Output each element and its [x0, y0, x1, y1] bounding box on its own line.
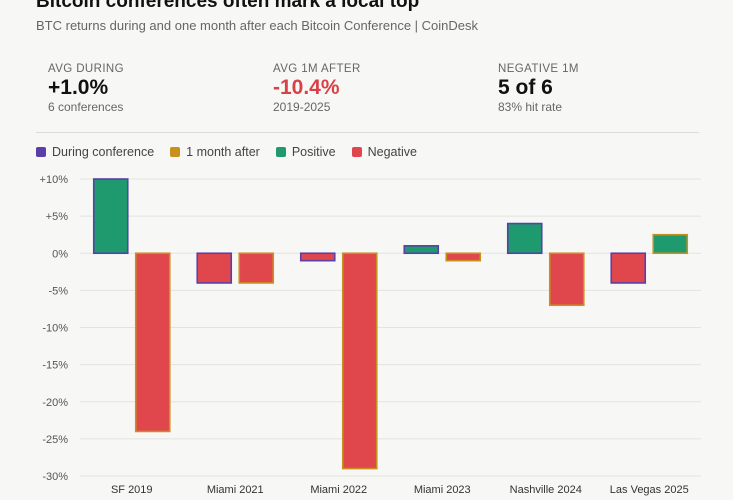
- header-divider: [36, 132, 699, 133]
- y-tick-label: -20%: [42, 397, 68, 409]
- stat-value: -10.4%: [273, 76, 340, 99]
- legend-label-negative: Negative: [367, 145, 417, 159]
- x-tick-label: Nashville 2024: [510, 484, 582, 496]
- legend-swatch-positive: [275, 147, 286, 157]
- legend-label-during: During conference: [52, 145, 155, 159]
- bar-after: [548, 252, 585, 307]
- chart-legend: During conference 1 month after Positive…: [36, 145, 433, 159]
- y-tick-label: +5%: [46, 211, 69, 223]
- chart-subtitle: BTC returns during and one month after e…: [36, 18, 478, 33]
- bar-after: [341, 252, 378, 470]
- bar-during: [299, 252, 336, 262]
- bar-during: [92, 178, 129, 255]
- legend-item-negative: Negative: [351, 145, 417, 159]
- x-tick-label: Miami 2023: [414, 484, 471, 496]
- legend-swatch-during: [36, 147, 46, 157]
- legend-item-positive: Positive: [275, 145, 336, 159]
- y-tick-label: +10%: [40, 174, 69, 186]
- stat-avg-during: AVG DURING +1.0% 6 conferences: [48, 63, 124, 114]
- stat-value: 5 of 6: [498, 76, 553, 99]
- bar-after: [445, 252, 482, 262]
- chart-title: Bitcoin conferences often mark a local t…: [36, 0, 420, 12]
- y-tick-label: -10%: [42, 323, 68, 335]
- y-tick-label: -25%: [42, 434, 68, 446]
- stat-avg-after: AVG 1M AFTER -10.4% 2019-2025: [273, 63, 361, 114]
- bar-during: [403, 245, 440, 255]
- x-tick-label: Miami 2021: [207, 484, 264, 496]
- stat-sub: 2019-2025: [273, 100, 331, 114]
- y-tick-label: -30%: [42, 471, 68, 483]
- x-tick-label: Las Vegas 2025: [610, 484, 689, 496]
- x-tick-label: SF 2019: [111, 484, 153, 496]
- x-tick-label: Miami 2022: [310, 484, 367, 496]
- bar-after: [134, 252, 171, 433]
- y-tick-label: 0%: [52, 248, 68, 260]
- stat-label: AVG DURING: [48, 63, 124, 75]
- y-tick-label: -15%: [42, 360, 68, 372]
- stat-negative-1m: NEGATIVE 1M 5 of 6 83% hit rate: [498, 63, 579, 114]
- legend-item-after: 1 month after: [170, 145, 260, 159]
- y-tick-label: -5%: [48, 285, 68, 297]
- legend-label-positive: Positive: [291, 145, 336, 159]
- stat-value: +1.0%: [48, 76, 109, 99]
- legend-label-after: 1 month after: [186, 145, 260, 159]
- bar-after: [652, 233, 689, 255]
- bar-during: [610, 252, 647, 284]
- stat-label: AVG 1M AFTER: [273, 63, 361, 75]
- legend-swatch-negative: [351, 147, 362, 157]
- legend-item-during: During conference: [36, 145, 154, 159]
- stat-sub: 83% hit rate: [498, 100, 563, 114]
- bar-during: [506, 222, 543, 255]
- legend-swatch-after: [170, 147, 181, 157]
- bar-during: [196, 252, 233, 284]
- stat-sub: 6 conferences: [48, 100, 124, 114]
- bar-after: [238, 252, 275, 284]
- stat-label: NEGATIVE 1M: [498, 63, 579, 75]
